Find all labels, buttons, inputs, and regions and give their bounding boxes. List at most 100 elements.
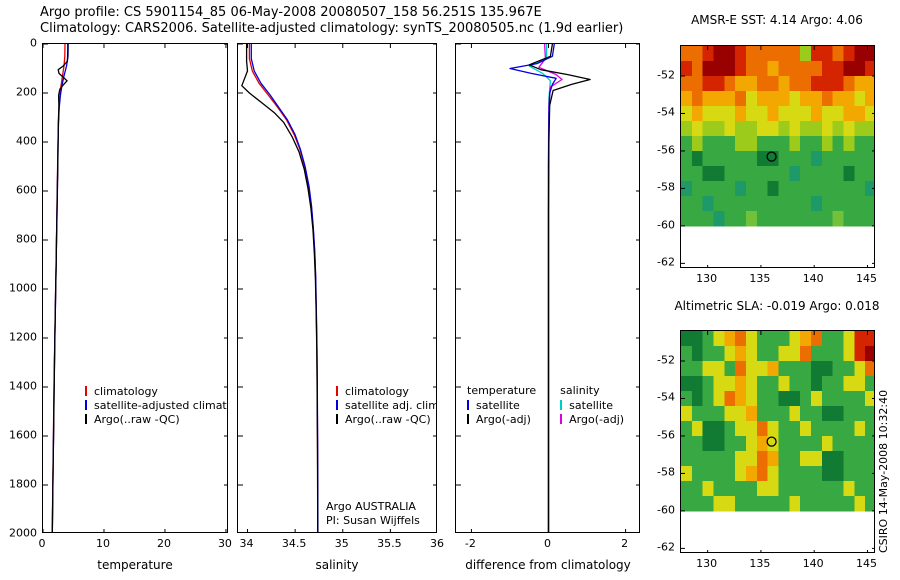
sst-map-ytick-label: -60 <box>657 218 675 232</box>
sla-map-ytick-label: -52 <box>657 353 675 367</box>
annotation-line-1: Argo AUSTRALIA <box>326 500 416 513</box>
legend-label: Argo(-adj) <box>569 412 625 426</box>
legend-column: salinity satellite Argo(-adj) <box>560 384 624 426</box>
sla-map-xtick-label: 130 <box>696 557 718 570</box>
difference-profile-plot: temperature satellite Argo(-adj) salinity sa… <box>455 43 640 533</box>
temperature-profile-ytick-label: 1400 <box>9 379 37 393</box>
sla-map-argo-location-marker <box>766 436 777 447</box>
legend-swatch-icon <box>336 386 338 396</box>
temperature-profile-xtick-label: 10 <box>95 537 110 550</box>
temperature-profile-ytick-label: 200 <box>16 85 37 99</box>
temperature-profile-ytick-label: 2000 <box>9 526 37 540</box>
sst-map-ytick-label: -54 <box>657 105 675 119</box>
sst-map-xtick-label: 130 <box>696 272 718 285</box>
legend-label: climatology <box>345 384 409 398</box>
figure-title-line1: Argo profile: CS 5901154_85 06-May-2008 … <box>40 5 542 20</box>
temperature-profile-xtick-label: 30 <box>217 537 232 550</box>
temperature-profile-ytick-label: 600 <box>16 183 37 197</box>
legend-swatch-icon <box>336 400 338 410</box>
salinity-profile-xtick-label: 34 <box>239 537 254 550</box>
sla-map-ytick-label: -54 <box>657 390 675 404</box>
legend-swatch-icon <box>85 400 87 410</box>
sst-map-xtick-label: 135 <box>749 272 771 285</box>
legend-label: satellite adj. clim. <box>345 398 437 412</box>
sst-map <box>680 45 875 268</box>
legend-entry: Argo(..raw -QC) <box>336 412 436 426</box>
legend-label: climatology <box>94 384 158 398</box>
legend-swatch-icon <box>85 386 87 396</box>
salinity-profile-xtick-label: 35 <box>334 537 349 550</box>
difference-profile-xtick-label: 2 <box>621 537 629 550</box>
legend-label: Argo(-adj) <box>476 412 531 426</box>
salinity-profile-xtick-label: 34.5 <box>281 537 307 550</box>
legend-column-header: temperature <box>467 384 537 397</box>
sla-map-ytick-label: -58 <box>657 465 675 479</box>
difference-profile-svg <box>456 44 639 532</box>
legend-entry: satellite adj. clim. <box>336 398 437 412</box>
legend-swatch-icon <box>336 414 338 424</box>
temperature-profile-ytick-label: 800 <box>16 232 37 246</box>
legend-entry: satellite-adjusted climatology <box>85 398 227 412</box>
legend-label: Argo(..raw -QC) <box>94 412 180 426</box>
temperature-profile-ytick-label: 0 <box>30 36 37 50</box>
temperature-profile-xtick-label: 20 <box>156 537 171 550</box>
legend-entry: Argo(-adj) <box>467 412 536 426</box>
salinity-legend: climatology satellite adj. clim. Argo(..ra… <box>336 384 437 426</box>
difference-profile-xtick-label: -2 <box>464 537 476 550</box>
sla-map-ytick-label: -56 <box>657 428 675 442</box>
difference-legend: temperature satellite Argo(-adj) salinity sa… <box>467 384 624 426</box>
sst-map-xtick-label: 145 <box>855 272 877 285</box>
difference-profile-xtick-label: 0 <box>544 537 551 550</box>
temperature-profile-xtick-label: 0 <box>38 537 46 550</box>
sst-map-svg <box>681 46 874 267</box>
sst-map-xtick-label: 140 <box>802 272 824 285</box>
sst-map-ytick-label: -52 <box>657 68 675 82</box>
legend-label: satellite <box>476 398 520 412</box>
salinity-profile-svg <box>238 44 436 532</box>
annotation-line-2: PI: Susan Wijffels <box>326 514 420 527</box>
legend-column-header: salinity <box>560 384 600 397</box>
salinity-profile-xtick-label: 36 <box>430 537 444 550</box>
sst-map-argo-location-marker <box>766 151 777 162</box>
sla-map-xtick-label: 140 <box>802 557 824 570</box>
legend-swatch-icon <box>467 414 469 424</box>
legend-swatch-icon <box>467 400 469 410</box>
sst-map-title: AMSR-E SST: 4.14 Argo: 4.06 <box>691 13 863 27</box>
sla-map-xtick-label: 145 <box>855 557 877 570</box>
legend-label: satellite-adjusted climatology <box>94 398 227 412</box>
sst-map-ytick-label: -62 <box>657 255 675 269</box>
legend-entry: climatology <box>85 384 227 398</box>
temperature-profile-ytick-label: 400 <box>16 134 37 148</box>
legend-entry: Argo(-adj) <box>560 412 624 426</box>
legend-entry: satellite <box>467 398 536 412</box>
sst-map-ytick-label: -56 <box>657 143 675 157</box>
sla-map-ytick-label: -62 <box>657 540 675 554</box>
legend-swatch-icon <box>560 400 563 410</box>
argo-australia-annotation: Argo AUSTRALIA PI: Susan Wijffels <box>326 500 420 528</box>
temperature-axis-label: temperature <box>97 558 173 572</box>
salinity-profile-plot: climatology satellite adj. clim. Argo(..ra… <box>237 43 437 533</box>
legend-label: satellite <box>569 398 613 412</box>
difference-axis-label: difference from climatology <box>465 558 631 572</box>
legend-entry: climatology <box>336 384 436 398</box>
temperature-profile-ytick-label: 1200 <box>9 330 37 344</box>
legend-column: temperature satellite Argo(-adj) <box>467 384 536 426</box>
legend-swatch-icon <box>560 414 563 424</box>
figure-title-line2: Climatology: CARS2006. Satellite-adjuste… <box>40 21 624 36</box>
csiro-timestamp-credit: CSIRO 14-May-2008 10:32:40 <box>877 389 890 553</box>
legend-entry: satellite <box>560 398 624 412</box>
sla-map-ytick-label: -60 <box>657 503 675 517</box>
sla-map-xtick-label: 135 <box>749 557 771 570</box>
salinity-profile-xtick-label: 35.5 <box>377 537 402 550</box>
legend-label: Argo(..raw -QC) <box>345 412 431 426</box>
legend-entry: Argo(..raw -QC) <box>85 412 227 426</box>
temperature-profile-ytick-label: 1800 <box>9 477 37 491</box>
sla-map-svg <box>681 331 874 552</box>
sst-map-ytick-label: -58 <box>657 180 675 194</box>
sla-map-title: Altimetric SLA: -0.019 Argo: 0.018 <box>674 299 880 313</box>
temperature-profile-ytick-label: 1600 <box>9 428 37 442</box>
legend-swatch-icon <box>85 414 87 424</box>
